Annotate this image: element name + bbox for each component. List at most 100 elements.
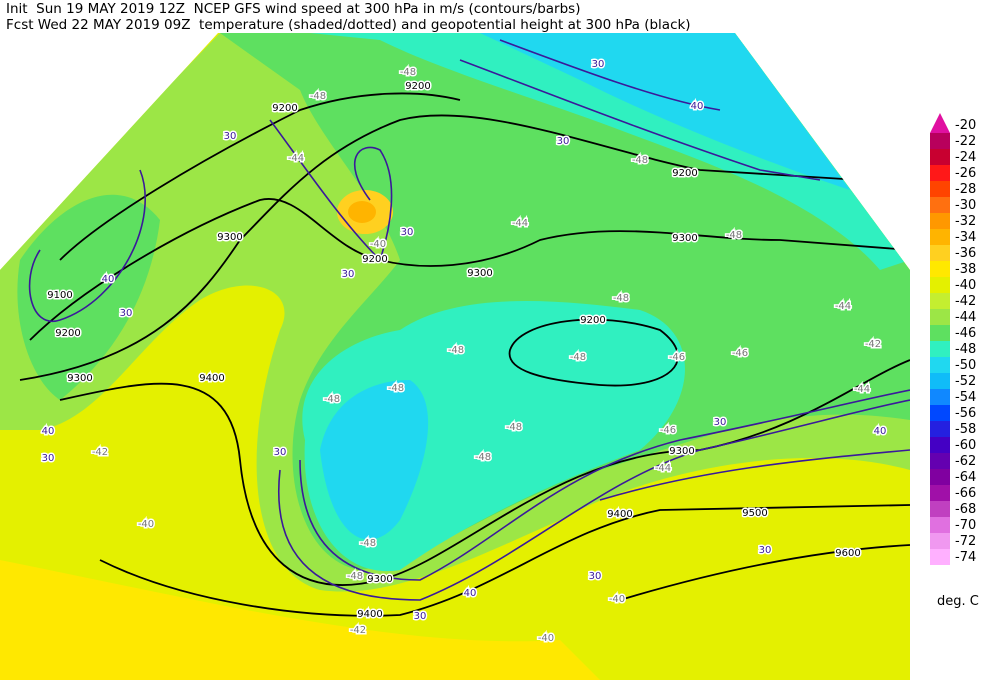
temperature-label: -48	[570, 352, 586, 363]
height-label: 9300	[367, 574, 392, 585]
height-label: 9300	[217, 232, 242, 243]
height-label: 9300	[672, 233, 697, 244]
temperature-label: -44	[512, 218, 528, 229]
wind-label: 30	[42, 453, 55, 464]
colorbar-label: -22	[955, 134, 976, 149]
colorbar-swatch	[930, 229, 950, 245]
temperature-label: -44	[288, 153, 304, 164]
colorbar-swatch	[930, 245, 950, 261]
temperature-label: -48	[726, 230, 742, 241]
temperature-label: -48	[388, 383, 404, 394]
colorbar-label: -26	[955, 166, 976, 181]
colorbar-swatch	[930, 165, 950, 181]
temperature-label: -48	[310, 91, 326, 102]
temperature-label: -46	[732, 348, 748, 359]
temperature-label: -48	[448, 345, 464, 356]
wind-label: 30	[342, 269, 355, 280]
wind-label: 30	[274, 447, 287, 458]
wind-label: 30	[589, 571, 602, 582]
height-label: 9200	[672, 168, 697, 179]
wind-label: 30	[592, 59, 605, 70]
colorbar-swatch	[930, 197, 950, 213]
height-label: 9300	[67, 373, 92, 384]
colorbar-label: -30	[955, 198, 976, 213]
colorbar-swatch	[930, 181, 950, 197]
colorbar-swatch	[930, 341, 950, 357]
colorbar-label: -72	[955, 534, 976, 549]
temperature-label: -44	[835, 301, 851, 312]
wind-label: 40	[874, 426, 887, 437]
colorbar-label: -34	[955, 230, 976, 245]
colorbar-swatch	[930, 501, 950, 517]
colorbar-label: -74	[955, 550, 976, 565]
colorbar-swatch	[930, 113, 950, 133]
colorbar-label: -54	[955, 390, 976, 405]
colorbar-swatch	[930, 357, 950, 373]
colorbar: -20-22-24-26-28-30-32-34-36-38-40-42-44-…	[930, 113, 976, 565]
wind-label: 30	[401, 227, 414, 238]
wind-label: 30	[224, 131, 237, 142]
wind-label: 30	[120, 308, 133, 319]
shading	[17, 194, 161, 400]
height-label: 9400	[607, 509, 632, 520]
temperature-label: -48	[506, 422, 522, 433]
height-label: 9200	[580, 315, 605, 326]
height-label: 9200	[405, 81, 430, 92]
colorbar-label: -56	[955, 406, 976, 421]
wind-label: 30	[714, 417, 727, 428]
height-contour	[508, 318, 679, 387]
map	[0, 33, 910, 680]
colorbar-swatch	[930, 549, 950, 565]
temperature-label: -48	[475, 452, 491, 463]
wind-contour	[459, 59, 821, 181]
colorbar-label: -50	[955, 358, 976, 373]
colorbar-swatch	[930, 389, 950, 405]
colorbar-label: -36	[955, 246, 976, 261]
colorbar-swatch	[930, 293, 950, 309]
colorbar-label: -42	[955, 294, 976, 309]
map-labels: 9100 9200 9300 9400 9300 9200 9200 9200 9300 9200…	[40, 58, 888, 646]
colorbar-label: -24	[955, 150, 976, 165]
colorbar-swatch	[930, 309, 950, 325]
colorbar-swatch	[930, 437, 950, 453]
temperature-label: -48	[347, 571, 363, 582]
temperature-label: -44	[854, 384, 870, 395]
colorbar-label: -64	[955, 470, 976, 485]
height-contour	[19, 114, 861, 381]
wind-contour	[269, 119, 393, 262]
header-line: Fcst Wed 22 MAY 2019 09Z temperature (sh…	[6, 17, 691, 33]
wind-label: 40	[691, 101, 704, 112]
colorbar-swatch	[930, 277, 950, 293]
temperature-label: -40	[609, 594, 625, 605]
height-label: 9600	[835, 548, 860, 559]
height-label: 9200	[362, 254, 387, 265]
temperature-label: -46	[660, 425, 676, 436]
colorbar-label: -52	[955, 374, 976, 389]
wind-contour	[499, 39, 721, 111]
colorbar-swatch	[930, 421, 950, 437]
temperature-label: -48	[632, 155, 648, 166]
colorbar-swatch	[930, 469, 950, 485]
shading	[348, 201, 376, 223]
colorbar-unit: deg. C	[937, 594, 979, 609]
wind-label: 30	[557, 136, 570, 147]
temperature-label: -48	[324, 394, 340, 405]
colorbar-label: -28	[955, 182, 976, 197]
colorbar-swatch	[930, 373, 950, 389]
temperature-label: -42	[350, 625, 366, 636]
colorbar-label: -32	[955, 214, 976, 229]
colorbar-label: -40	[955, 278, 976, 293]
wind-label: 40	[102, 274, 115, 285]
height-label: 9500	[742, 508, 767, 519]
colorbar-swatch	[930, 149, 950, 165]
colorbar-swatch	[930, 405, 950, 421]
colorbar-swatch	[930, 517, 950, 533]
height-label: 9200	[55, 328, 80, 339]
colorbar-label: -46	[955, 326, 976, 341]
temperature-label: -40	[138, 519, 154, 530]
colorbar-swatch	[930, 453, 950, 469]
colorbar-label: -58	[955, 422, 976, 437]
colorbar-label: -60	[955, 438, 976, 453]
colorbar-swatch	[930, 261, 950, 277]
colorbar-label: -38	[955, 262, 976, 277]
